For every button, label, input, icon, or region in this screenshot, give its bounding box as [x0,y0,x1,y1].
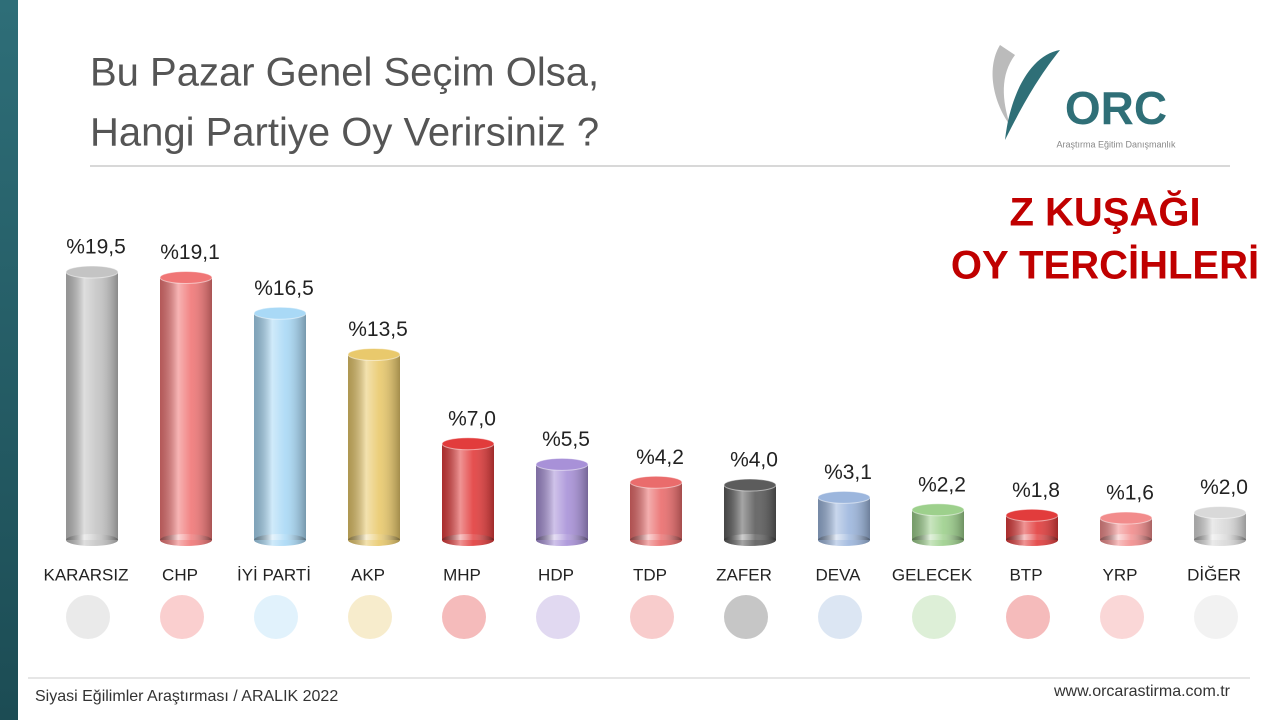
party-logo [912,595,956,639]
value-label: %19,1 [160,241,220,264]
bars: KARARSIZ %19,5 CHP %19,1 İYİ PARTİ %16,5 AKP %1… [43,236,1248,639]
party-logo [536,595,580,639]
value-label: %1,8 [1012,479,1060,502]
value-label: %1,6 [1106,482,1154,505]
cylinder-top [535,457,589,471]
logo-leaf [1005,50,1060,140]
value-label: %7,0 [448,407,496,430]
bar-shade [66,272,118,540]
x-tick-label: BTP [1009,565,1042,584]
value-label: %13,5 [348,318,408,341]
value-label: %2,2 [918,473,966,496]
x-tick-label: YRP [1103,565,1138,584]
bar-shade [536,534,588,546]
value-label: %5,5 [542,428,590,451]
cylinder-top [911,503,965,517]
bar-shade [1100,534,1152,546]
x-tick-label: KARARSIZ [43,565,128,584]
cylinder-top [723,478,777,492]
cylinder-top [65,265,119,279]
x-tick-label: İYİ PARTİ [237,565,311,584]
title-line: Bu Pazar Genel Seçim Olsa, [90,51,599,95]
footer-website: www.orcarastirma.com.tr [1053,683,1231,700]
x-tick-label: ZAFER [716,565,772,584]
subtitle-line: OY TERCİHLERİ [951,244,1259,288]
value-label: %2,0 [1200,476,1248,499]
party-logo [348,595,392,639]
cylinder-top [817,490,871,504]
bar-shade [912,534,964,546]
cylinder-top [1005,508,1059,522]
x-tick-label: AKP [351,565,385,584]
bar-shade [630,482,682,540]
logo: ORC Araştırma Eğitim Danışmanlık [992,45,1176,149]
party-logo [1194,595,1238,639]
party-logo [630,595,674,639]
bar-shade [348,354,400,540]
cylinder-top [1193,506,1247,520]
value-label: %19,5 [66,236,126,259]
cylinder-top [629,475,683,489]
logo-leaf [992,45,1015,125]
bar-shade [160,277,212,540]
party-logo [442,595,486,639]
party-logo [1006,595,1050,639]
bar-shade [818,497,870,540]
title-line: Hangi Partiye Oy Verirsiniz ? [90,111,599,155]
x-tick-label: MHP [443,565,481,584]
logo-tagline: Araştırma Eğitim Danışmanlık [1056,139,1176,149]
party-logo [724,595,768,639]
cylinder-top [347,347,401,361]
x-tick-label: CHP [162,565,198,584]
party-logo [1100,595,1144,639]
value-label: %4,0 [730,449,778,472]
x-tick-label: DEVA [815,565,861,584]
x-tick-label: GELECEK [892,565,973,584]
cylinder-top [253,306,307,320]
bar-shade [1194,534,1246,546]
x-tick-label: DİĞER [1187,565,1241,584]
value-label: %3,1 [824,461,872,484]
x-tick-label: HDP [538,565,574,584]
footer-source: Siyasi Eğilimler Araştırması / ARALIK 20… [35,688,338,705]
party-logo [254,595,298,639]
bar-shade [160,534,212,546]
bar-shade [442,534,494,546]
bar-shade [348,534,400,546]
bar-shade [66,534,118,546]
bar-shade [254,534,306,546]
value-label: %16,5 [254,277,314,300]
bar-shade [536,464,588,540]
bar-shade [1006,534,1058,546]
party-logo [818,595,862,639]
bar-shade [724,534,776,546]
subtitle-line: Z KUŞAĞI [1009,189,1200,235]
bar-shade [442,443,494,540]
bar-shade [630,534,682,546]
cylinder-top [159,270,213,284]
x-tick-label: TDP [633,565,667,584]
cylinder-top [1099,511,1153,525]
side-strip [0,0,18,720]
value-label: %4,2 [636,446,684,469]
cylinder-top [441,437,495,451]
party-logo [160,595,204,639]
party-logo [66,595,110,639]
bar-shade [724,485,776,540]
bar-shade [818,534,870,546]
logo-name: ORC [1065,82,1167,134]
bar-shade [254,313,306,540]
